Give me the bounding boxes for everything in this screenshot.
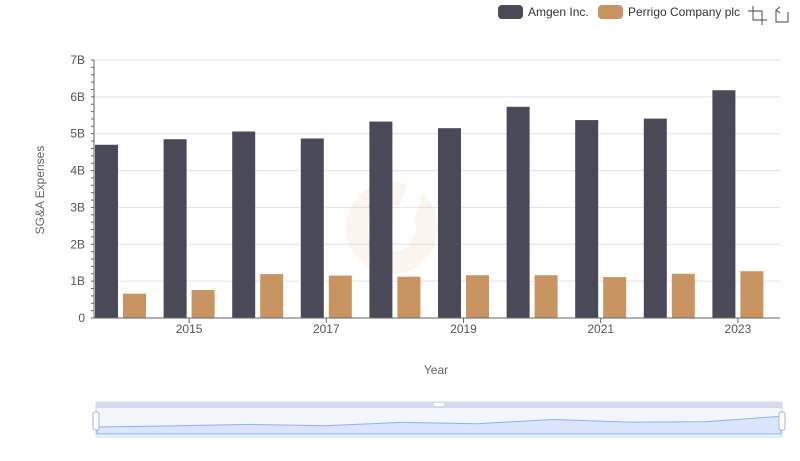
data-zoom-icon[interactable]	[748, 6, 767, 25]
slider-handle-right[interactable]	[778, 411, 786, 431]
y-tick-label: 4B	[70, 164, 85, 178]
restore-icon[interactable]	[775, 6, 789, 23]
x-tick-label: 2019	[450, 322, 477, 336]
bar-perrigo-2014[interactable]	[123, 293, 146, 318]
x-tick-label: 2017	[313, 322, 340, 336]
data-zoom-slider[interactable]	[92, 401, 786, 438]
bar-amgen-2019[interactable]	[438, 128, 461, 318]
y-axis: 0 1B 2B 3B 4B 5B 6B 7B	[70, 53, 95, 325]
x-tick-label: 2023	[725, 322, 752, 336]
bar-amgen-2020[interactable]	[506, 106, 530, 319]
slider-grip[interactable]	[434, 403, 444, 406]
legend-swatch	[498, 5, 523, 19]
bar-amgen-2017[interactable]	[300, 138, 324, 318]
bar-perrigo-2019[interactable]	[466, 275, 489, 318]
bar-perrigo-2015[interactable]	[191, 289, 215, 318]
bars	[95, 90, 764, 319]
legend-item-amgen[interactable]: Amgen Inc.	[498, 5, 589, 19]
grid-lines	[94, 59, 780, 319]
bar-amgen-2015[interactable]	[163, 139, 187, 318]
legend-label: Perrigo Company plc	[628, 5, 740, 19]
y-tick-label: 1B	[70, 274, 85, 288]
legend-item-perrigo[interactable]: Perrigo Company plc	[598, 5, 740, 19]
y-tick-label: 0	[78, 311, 85, 325]
x-axis: 2015 2017 2019 2021 2023	[94, 317, 780, 336]
bar-perrigo-2021[interactable]	[603, 277, 627, 318]
bar-amgen-2018[interactable]	[369, 121, 393, 319]
bar-perrigo-2023[interactable]	[740, 271, 764, 318]
bar-amgen-2022[interactable]	[643, 118, 667, 318]
legend[interactable]: Amgen Inc. Perrigo Company plc	[498, 5, 740, 19]
y-tick-label: 2B	[70, 237, 85, 251]
bar-perrigo-2020[interactable]	[534, 275, 558, 318]
legend-swatch	[598, 5, 623, 19]
legend-label: Amgen Inc.	[528, 5, 589, 19]
y-tick-label: 5B	[70, 127, 85, 141]
bar-perrigo-2022[interactable]	[671, 273, 695, 318]
bar-perrigo-2017[interactable]	[328, 275, 352, 318]
bar-amgen-2021[interactable]	[575, 120, 599, 318]
y-tick-label: 7B	[70, 53, 85, 67]
slider-handle-left[interactable]	[92, 411, 100, 431]
bar-amgen-2014[interactable]	[95, 144, 118, 318]
y-tick-label: 6B	[70, 90, 85, 104]
bar-amgen-2016[interactable]	[232, 131, 256, 318]
bar-perrigo-2016[interactable]	[260, 274, 284, 318]
y-axis-title: SG&A Expenses	[33, 146, 47, 235]
bar-amgen-2023[interactable]	[712, 90, 736, 318]
x-tick-label: 2021	[587, 322, 614, 336]
x-axis-title: Year	[424, 363, 448, 377]
bar-perrigo-2018[interactable]	[397, 276, 421, 318]
x-tick-label: 2015	[176, 322, 203, 336]
y-tick-label: 3B	[70, 200, 85, 214]
